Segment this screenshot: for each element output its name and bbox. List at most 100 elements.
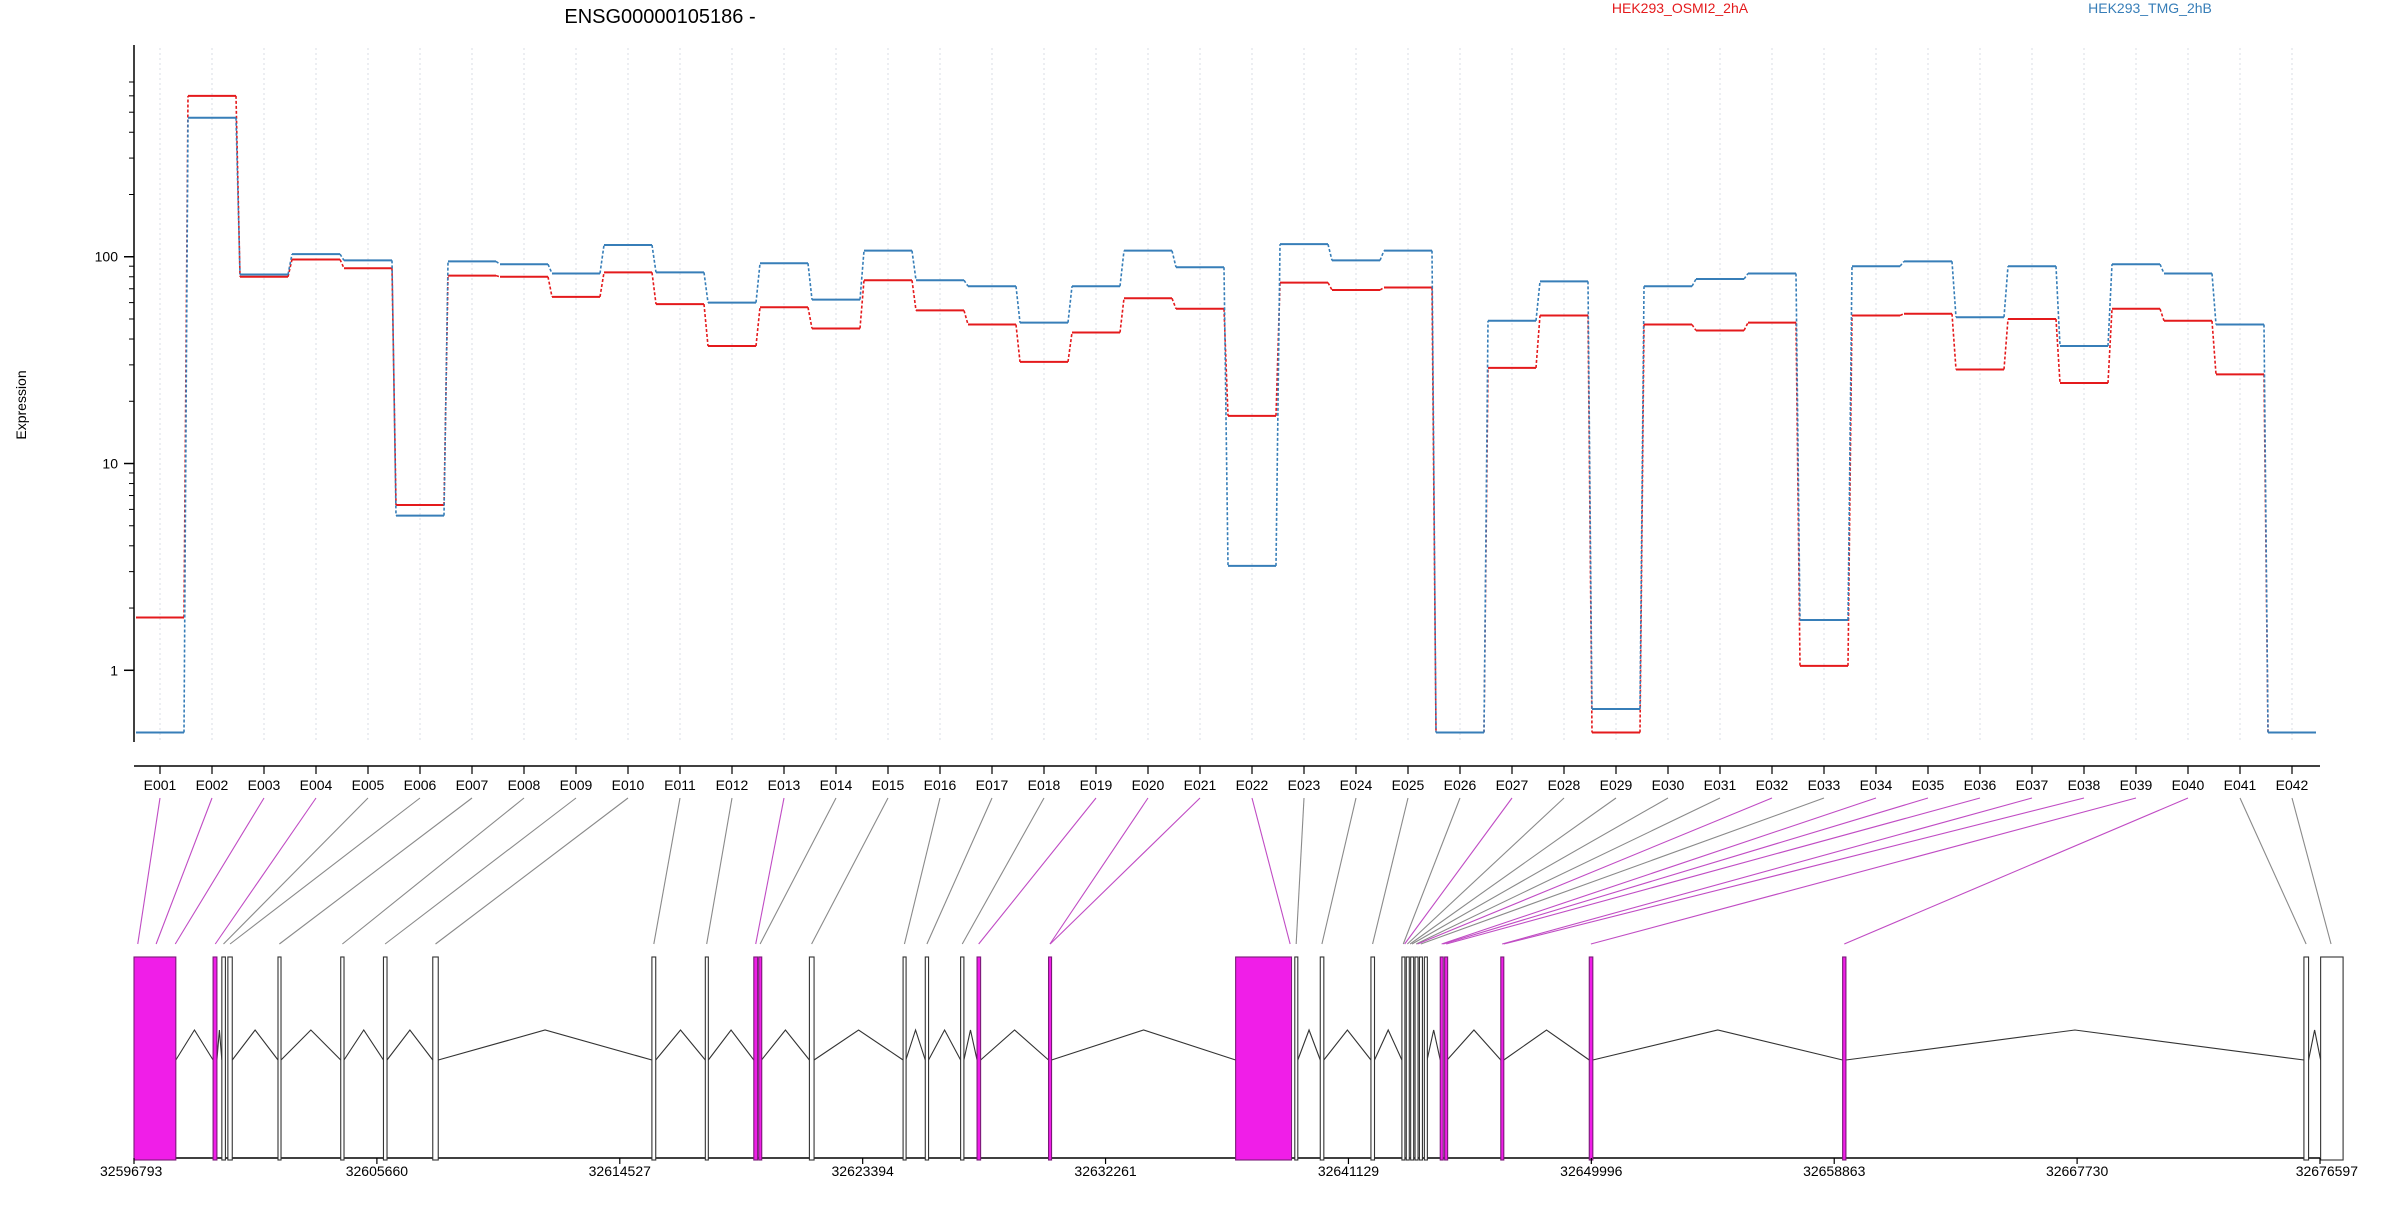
exon-block: [1842, 956, 1847, 1161]
series-connector: [1327, 282, 1333, 291]
x-tick-label: E034: [1860, 777, 1893, 793]
exon-link-line: [137, 797, 161, 945]
chart-title: ENSG00000105186 -: [564, 6, 755, 28]
exon-link-line: [1420, 797, 1825, 945]
series-connector: [1275, 244, 1281, 566]
exon-block: [212, 956, 218, 1161]
series-connector: [183, 117, 189, 733]
x-tick-label: E040: [2172, 777, 2205, 793]
intron-line: [386, 1029, 434, 1061]
intron-line: [1323, 1029, 1372, 1061]
series-connector: [1795, 273, 1801, 621]
genomic-tick-label: 32649996: [1560, 1163, 1623, 1179]
series-connector: [1379, 286, 1385, 291]
exon-block: [924, 956, 930, 1161]
exon-block: [1405, 956, 1410, 1161]
x-tick-label: E038: [2068, 777, 2101, 793]
grid-layer: [159, 48, 2293, 742]
exon-block: [1294, 956, 1299, 1161]
series-connector: [1119, 298, 1125, 333]
series-connector: [1899, 260, 1905, 267]
series-connector: [339, 253, 345, 261]
exon-link-line: [653, 797, 681, 945]
x-tick-label: E007: [456, 777, 489, 793]
series-connector: [2003, 318, 2009, 370]
exon-link-line: [1049, 797, 1201, 945]
intron-line: [1845, 1029, 2304, 1061]
exon-link-line: [1404, 797, 1513, 945]
x-tick-label: E011: [664, 777, 696, 793]
exon-block: [1500, 956, 1505, 1161]
x-tick-label: E024: [1340, 777, 1373, 793]
y-axis-label: Expression: [13, 370, 29, 439]
series-connector: [1223, 308, 1229, 416]
series-connector: [1119, 250, 1125, 287]
series-connector: [1587, 281, 1593, 709]
x-tick-label: E008: [508, 777, 541, 793]
series-connector: [495, 274, 501, 278]
exon-link-line: [214, 797, 317, 945]
legend-entry-series-2: HEK293_TMG_2hB: [2088, 0, 2212, 16]
exon-link-line: [1049, 797, 1149, 945]
intron-line: [980, 1029, 1049, 1061]
exon-block: [277, 956, 282, 1161]
intron-line: [438, 1029, 653, 1061]
series-connector: [911, 250, 917, 281]
exon-block: [382, 956, 388, 1161]
x-tick-label: E022: [1236, 777, 1269, 793]
exon-link-line: [1441, 797, 1877, 945]
x-tick-label: E039: [2120, 777, 2153, 793]
exon-block: [758, 956, 763, 1161]
series-connector: [495, 260, 501, 265]
exon-link-line: [1411, 797, 1669, 945]
genomic-ticks: 32596793 32605660 32614527 32623394 32632261…: [100, 1158, 2358, 1179]
genomic-tick-label: 32605660: [346, 1163, 409, 1179]
series-connector: [1379, 250, 1385, 261]
exon-link-line: [1295, 797, 1305, 945]
exon-block: [221, 956, 226, 1161]
exon-block: [432, 956, 439, 1161]
genomic-tick-label: 32641129: [1318, 1163, 1379, 1179]
series-connector: [1743, 273, 1749, 280]
series-connector: [651, 272, 657, 305]
x-tick-label: E013: [768, 777, 801, 793]
x-tick-label: E033: [1808, 777, 1841, 793]
exon-block: [1370, 956, 1376, 1161]
gene-model-layer: [133, 956, 2344, 1161]
exon-block: [340, 956, 345, 1161]
x-tick-label: E002: [196, 777, 229, 793]
genomic-tick-label: 32632261: [1074, 1163, 1137, 1179]
exon-link-line: [2291, 797, 2332, 945]
exon-link-layer: [137, 797, 2332, 945]
exon-block: [960, 956, 965, 1161]
x-tick-label: E006: [404, 777, 437, 793]
exon-link-line: [342, 797, 525, 945]
exon-link-line: [435, 797, 629, 945]
x-tick-label: E001: [144, 777, 177, 793]
x-tick-label: E030: [1652, 777, 1685, 793]
series-connector: [755, 263, 761, 303]
series-connector: [287, 253, 293, 275]
exon-link-line: [706, 797, 733, 945]
intron-line: [1446, 1029, 1502, 1061]
exon-block: [704, 956, 709, 1161]
x-tick-label: E003: [248, 777, 281, 793]
exon-block: [1410, 956, 1415, 1161]
exon-link-line: [1503, 797, 2085, 945]
series-connector: [2107, 308, 2113, 384]
intron-line: [1374, 1028, 1403, 1061]
genomic-tick-label: 32676597: [2296, 1163, 2359, 1179]
exon-link-line: [223, 797, 369, 945]
exon-block: [227, 956, 233, 1161]
exon-link-line: [1590, 797, 2137, 945]
series-connector: [651, 244, 657, 273]
intron-line: [905, 1028, 926, 1061]
intron-line: [231, 1029, 279, 1061]
series-connector: [1483, 320, 1489, 733]
series-connector: [963, 310, 969, 325]
intron-line: [175, 1028, 214, 1061]
genomic-tick-label: 32614527: [589, 1163, 652, 1179]
y-ticks: 1 10 100: [95, 81, 134, 678]
series-connector: [339, 259, 345, 269]
